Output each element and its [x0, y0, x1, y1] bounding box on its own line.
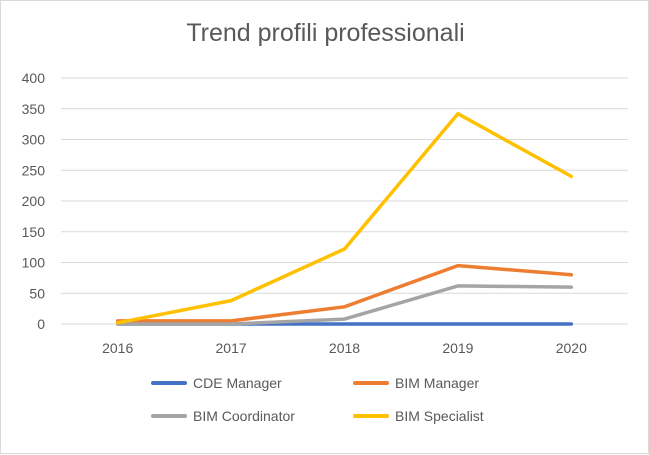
y-tick-label: 100	[22, 255, 46, 271]
y-tick-label: 150	[22, 224, 46, 240]
y-tick-label: 400	[22, 70, 46, 86]
y-tick-label: 0	[37, 316, 45, 332]
x-tick-label: 2016	[102, 340, 133, 356]
series-line-bim-coordinator	[115, 284, 574, 326]
y-tick-label: 200	[22, 193, 46, 209]
x-tick-label: 2017	[216, 340, 247, 356]
series-line-bim-manager	[115, 263, 574, 323]
y-tick-label: 50	[29, 285, 45, 301]
y-tick-label: 250	[22, 162, 46, 178]
x-tick-label: 2020	[556, 340, 587, 356]
y-tick-label: 350	[22, 101, 46, 117]
x-tick-label: 2019	[442, 340, 473, 356]
x-tick-label: 2018	[329, 340, 360, 356]
series-line-bim-specialist	[115, 111, 574, 325]
y-tick-label: 300	[22, 132, 46, 148]
chart-title: Trend profili professionali	[186, 19, 465, 47]
